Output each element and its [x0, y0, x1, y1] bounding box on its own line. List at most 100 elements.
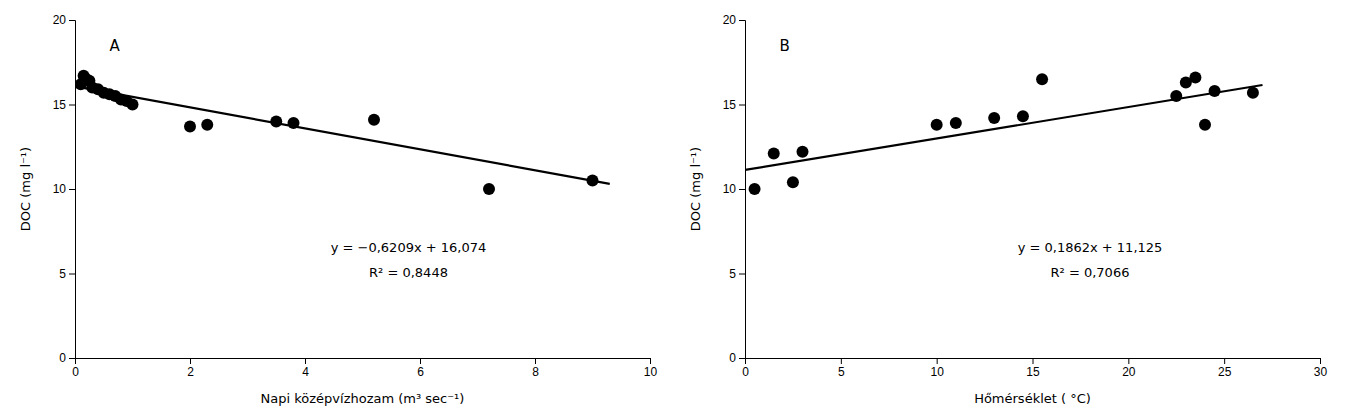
- x-tick-label: 6: [417, 365, 424, 379]
- y-tick: 10: [53, 182, 75, 196]
- x-tick: 10: [930, 358, 944, 379]
- scatter-point: [988, 112, 1000, 124]
- regression-line: [745, 85, 1263, 170]
- x-tick-label: 0: [742, 365, 749, 379]
- panel-label: A: [110, 37, 121, 55]
- x-tick: 6: [417, 358, 424, 379]
- scatter-point: [483, 183, 495, 195]
- x-tick-mark: [937, 358, 938, 364]
- scatter-point: [787, 176, 799, 188]
- x-tick-label: 5: [838, 365, 845, 379]
- y-tick-mark: [739, 20, 745, 21]
- y-tick: 20: [723, 13, 745, 27]
- y-axis-title: DOC (mg l⁻¹): [18, 147, 33, 231]
- x-tick: 10: [644, 358, 658, 379]
- scatter-point: [1199, 119, 1211, 131]
- plot-area: [745, 71, 1263, 195]
- scatter-point: [749, 183, 761, 195]
- regression-line: [75, 86, 610, 184]
- x-tick-label: 20: [1122, 365, 1136, 379]
- x-tick-mark: [1224, 358, 1225, 364]
- scatter-point: [368, 114, 380, 126]
- x-tick-mark: [1320, 358, 1321, 364]
- y-tick-label: 5: [729, 267, 736, 281]
- x-axis-title: Napi középvízhozam (m³ sec⁻¹): [261, 391, 465, 406]
- y-axis: 0 5 10 15 20: [723, 13, 746, 365]
- y-tick-label: 20: [723, 13, 737, 27]
- x-tick-mark: [841, 358, 842, 364]
- y-tick: 20: [53, 13, 75, 27]
- y-axis-title: DOC (mg l⁻¹): [688, 147, 703, 231]
- x-tick-label: 0: [72, 365, 79, 379]
- y-tick: 15: [53, 98, 75, 112]
- y-tick: 0: [59, 351, 75, 365]
- y-axis-line: [739, 21, 746, 359]
- y-tick-label: 5: [59, 267, 66, 281]
- y-tick-label: 15: [53, 98, 67, 112]
- x-tick-label: 15: [1026, 365, 1040, 379]
- scatter-point: [1036, 73, 1048, 85]
- x-axis: 0 5 10 15 20 25 30: [742, 358, 1327, 379]
- x-tick-label: 10: [930, 365, 944, 379]
- x-tick-label: 25: [1218, 365, 1232, 379]
- y-tick-mark: [69, 189, 75, 190]
- y-tick-mark: [739, 105, 745, 106]
- y-tick-label: 0: [59, 351, 66, 365]
- x-tick-mark: [1033, 358, 1034, 364]
- panel: 0 5 10 15 20 25 30 0 5 10 15 20 y = 0,1862x + 11,125…: [688, 13, 1327, 406]
- scatter-point: [1017, 110, 1029, 122]
- annotation: R² = 0,8448: [369, 265, 448, 280]
- x-axis-line: [746, 359, 1321, 365]
- panel: 0 2 4 6 8 10 0 5 10 15 20 y = −0,6209x + 16,074 R² =…: [18, 13, 657, 406]
- annotation: y = −0,6209x + 16,074: [331, 240, 487, 255]
- x-tick-label: 10: [644, 365, 658, 379]
- y-tick: 5: [729, 267, 745, 281]
- y-tick: 10: [723, 182, 745, 196]
- scatter-point: [127, 99, 139, 111]
- y-tick: 15: [723, 98, 745, 112]
- x-tick: 20: [1122, 358, 1136, 379]
- x-tick-label: 2: [187, 365, 194, 379]
- y-tick-mark: [739, 358, 745, 359]
- x-tick: 0: [72, 358, 79, 379]
- y-tick-mark: [69, 274, 75, 275]
- panel-label: B: [780, 37, 790, 55]
- scatter-point: [1209, 85, 1221, 97]
- annotation: R² = 0,7066: [1051, 265, 1130, 280]
- x-tick: 5: [838, 358, 845, 379]
- x-tick: 30: [1314, 358, 1328, 379]
- x-tick-label: 30: [1314, 365, 1328, 379]
- y-tick-mark: [69, 105, 75, 106]
- plot-area: [75, 70, 610, 195]
- y-tick: 0: [729, 351, 745, 365]
- scatter-point: [184, 120, 196, 132]
- x-tick-mark: [420, 358, 421, 364]
- x-tick-mark: [305, 358, 306, 364]
- y-tick-mark: [69, 358, 75, 359]
- y-tick-mark: [739, 189, 745, 190]
- scatter-point: [950, 117, 962, 129]
- x-axis: 0 2 4 6 8 10: [72, 358, 657, 379]
- y-tick-mark: [69, 20, 75, 21]
- x-tick: 15: [1026, 358, 1040, 379]
- y-axis-line: [69, 21, 76, 359]
- y-tick-label: 10: [53, 182, 67, 196]
- x-tick: 8: [532, 358, 539, 379]
- x-tick-mark: [535, 358, 536, 364]
- x-tick: 4: [302, 358, 309, 379]
- scatter-point: [1189, 71, 1201, 83]
- x-tick-mark: [650, 358, 651, 364]
- y-tick-mark: [739, 274, 745, 275]
- y-tick-label: 10: [723, 182, 737, 196]
- x-tick: 2: [187, 358, 194, 379]
- x-tick-label: 4: [302, 365, 309, 379]
- chart-canvas: 0 2 4 6 8 10 0 5 10 15 20 y = −0,6209x + 16,074 R² =…: [0, 0, 1345, 420]
- annotation: y = 0,1862x + 11,125: [1018, 240, 1163, 255]
- x-tick-mark: [1128, 358, 1129, 364]
- scatter-point: [1247, 87, 1259, 99]
- x-tick: 0: [742, 358, 749, 379]
- x-axis-title: Hőmérséklet ( °C): [974, 391, 1091, 406]
- y-tick-label: 20: [53, 13, 67, 27]
- x-axis-line: [76, 359, 651, 365]
- x-tick: 25: [1218, 358, 1232, 379]
